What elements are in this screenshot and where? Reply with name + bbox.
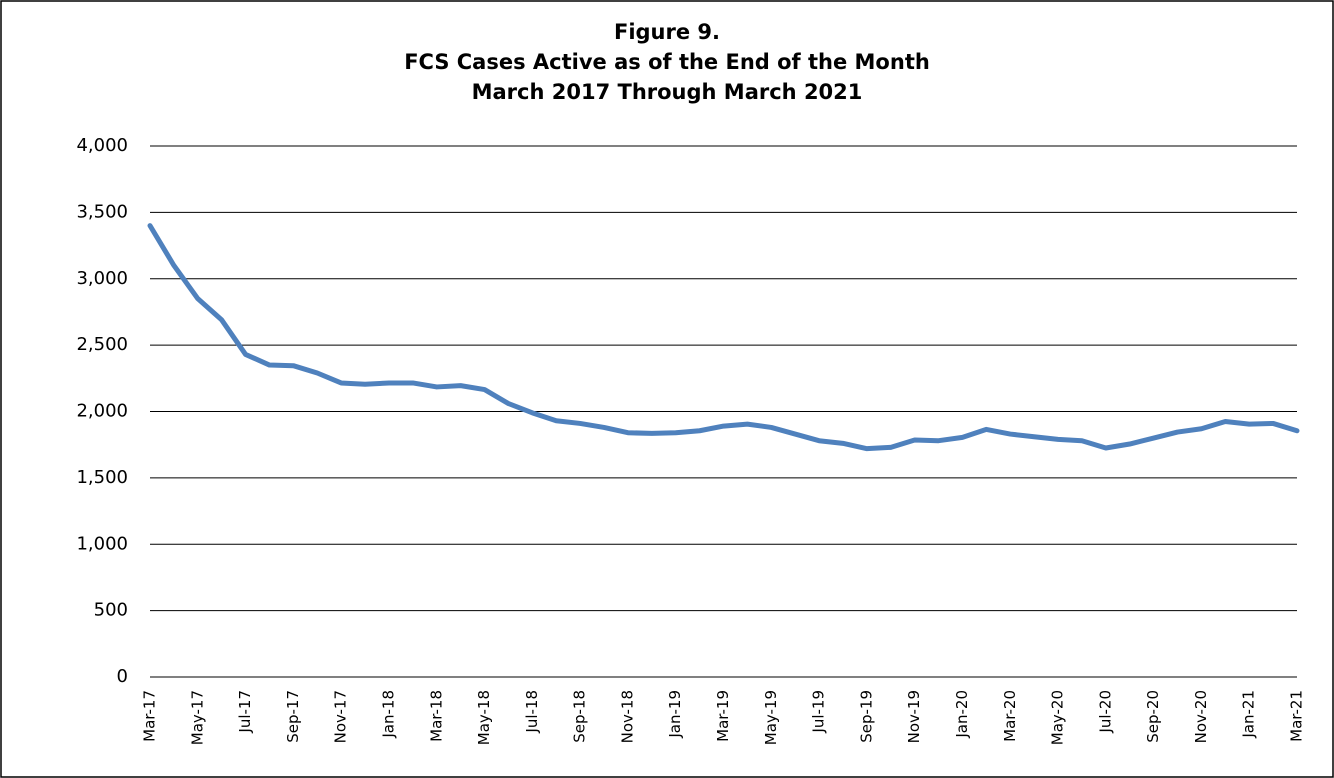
x-tick-label: Mar-20 [1001,690,1019,742]
x-tick-label: Nov-17 [332,690,350,743]
x-tick-label: Jan-19 [666,690,684,739]
x-tick-label: Sep-19 [857,690,875,743]
y-tick-label: 2,000 [76,401,128,422]
line-series [147,223,1300,452]
x-tick-label: Jul-20 [1096,690,1114,734]
x-tick-label: Nov-19 [905,690,923,743]
x-tick-label: Mar-18 [427,690,445,742]
x-tick-label: May-20 [1049,690,1067,745]
y-tick-label: 2,500 [76,334,128,355]
x-tick-label: Mar-21 [1288,690,1306,742]
y-tick-label: 500 [94,600,128,621]
y-tick-label: 1,000 [76,533,128,554]
x-tick-label: Sep-18 [571,690,589,743]
chart-title: FCS Cases Active as of the End of the Mo… [404,50,930,74]
x-tick-label: Jan-20 [953,690,971,739]
x-tick-label: Jan-21 [1240,690,1258,739]
x-tick-label: May-19 [762,690,780,745]
x-tick-label: Mar-17 [141,690,159,742]
x-tick-label: Mar-19 [714,690,732,742]
x-tick-label: May-18 [475,690,493,745]
x-tick-label: Nov-18 [618,690,636,743]
x-tick-label: Jul-17 [236,690,254,734]
x-tick-label: Sep-20 [1144,690,1162,743]
x-tick-label: Nov-20 [1192,690,1210,743]
y-tick-label: 1,500 [76,467,128,488]
y-tick-label: 3,000 [76,268,128,289]
y-tick-label: 3,500 [76,201,128,222]
chart-title: March 2017 Through March 2021 [472,80,863,104]
y-tick-label: 0 [117,666,128,687]
chart-title: Figure 9. [614,20,720,44]
x-tick-label: Jul-19 [810,690,828,734]
y-tick-label: 4,000 [76,135,128,156]
x-tick-label: May-17 [188,690,206,745]
x-tick-label: Sep-17 [284,690,302,743]
x-tick-label: Jan-18 [379,690,397,739]
x-tick-label: Jul-18 [523,690,541,734]
